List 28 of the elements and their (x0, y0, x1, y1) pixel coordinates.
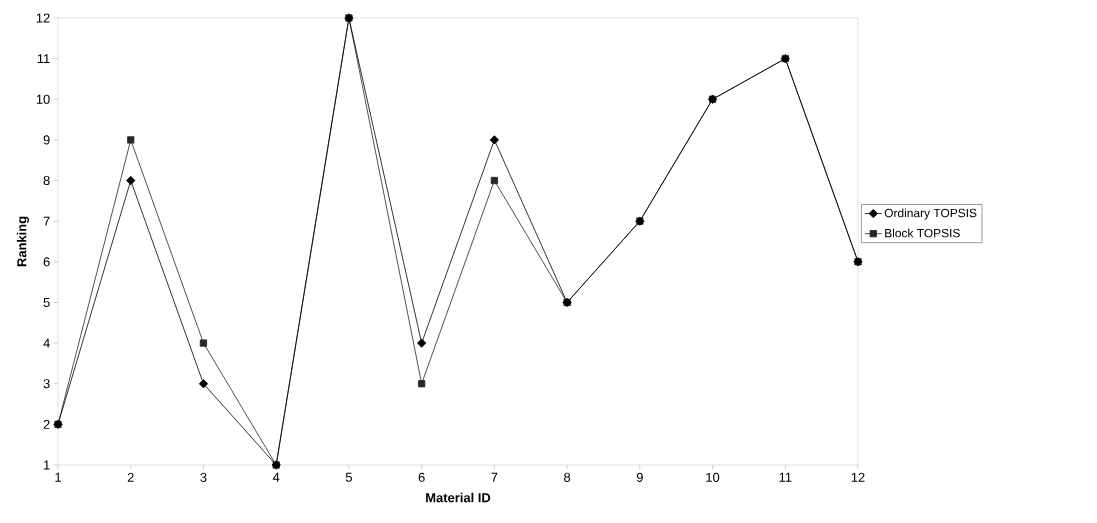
y-tick-label: 5 (43, 297, 50, 307)
y-tick-label: 7 (43, 216, 50, 226)
x-tick-label: 8 (564, 472, 571, 482)
y-tick-label: 1 (44, 460, 50, 470)
x-tick-label: 2 (127, 472, 134, 482)
y-axis-title: Ranking (16, 216, 29, 267)
x-tick-label: 11 (779, 472, 792, 482)
y-tick-label: 10 (36, 94, 50, 104)
y-tick-label: 2 (43, 419, 50, 429)
x-tick-label: 4 (272, 472, 280, 482)
legend-label: Ordinary TOPSIS (884, 208, 977, 220)
y-tick-label: 3 (43, 379, 50, 389)
x-tick-label: 12 (851, 472, 865, 482)
x-tick-label: 10 (706, 472, 720, 482)
y-tick-label: 4 (43, 338, 50, 348)
y-tick-label: 9 (43, 135, 50, 145)
y-tick-label: 8 (43, 175, 50, 186)
x-axis-title: Material ID (426, 492, 491, 503)
legend-label: Block TOPSIS (885, 228, 960, 238)
x-tick-label: 5 (345, 472, 352, 482)
y-tick-label: 12 (36, 13, 50, 23)
y-tick-label: 6 (43, 257, 50, 267)
x-tick-label: 7 (491, 472, 498, 482)
x-tick-label: 3 (200, 472, 207, 482)
y-tick-label: 11 (37, 54, 50, 64)
x-tick-label: 6 (418, 472, 425, 482)
x-tick-label: 1 (55, 472, 61, 482)
x-tick-label: 9 (636, 472, 643, 482)
